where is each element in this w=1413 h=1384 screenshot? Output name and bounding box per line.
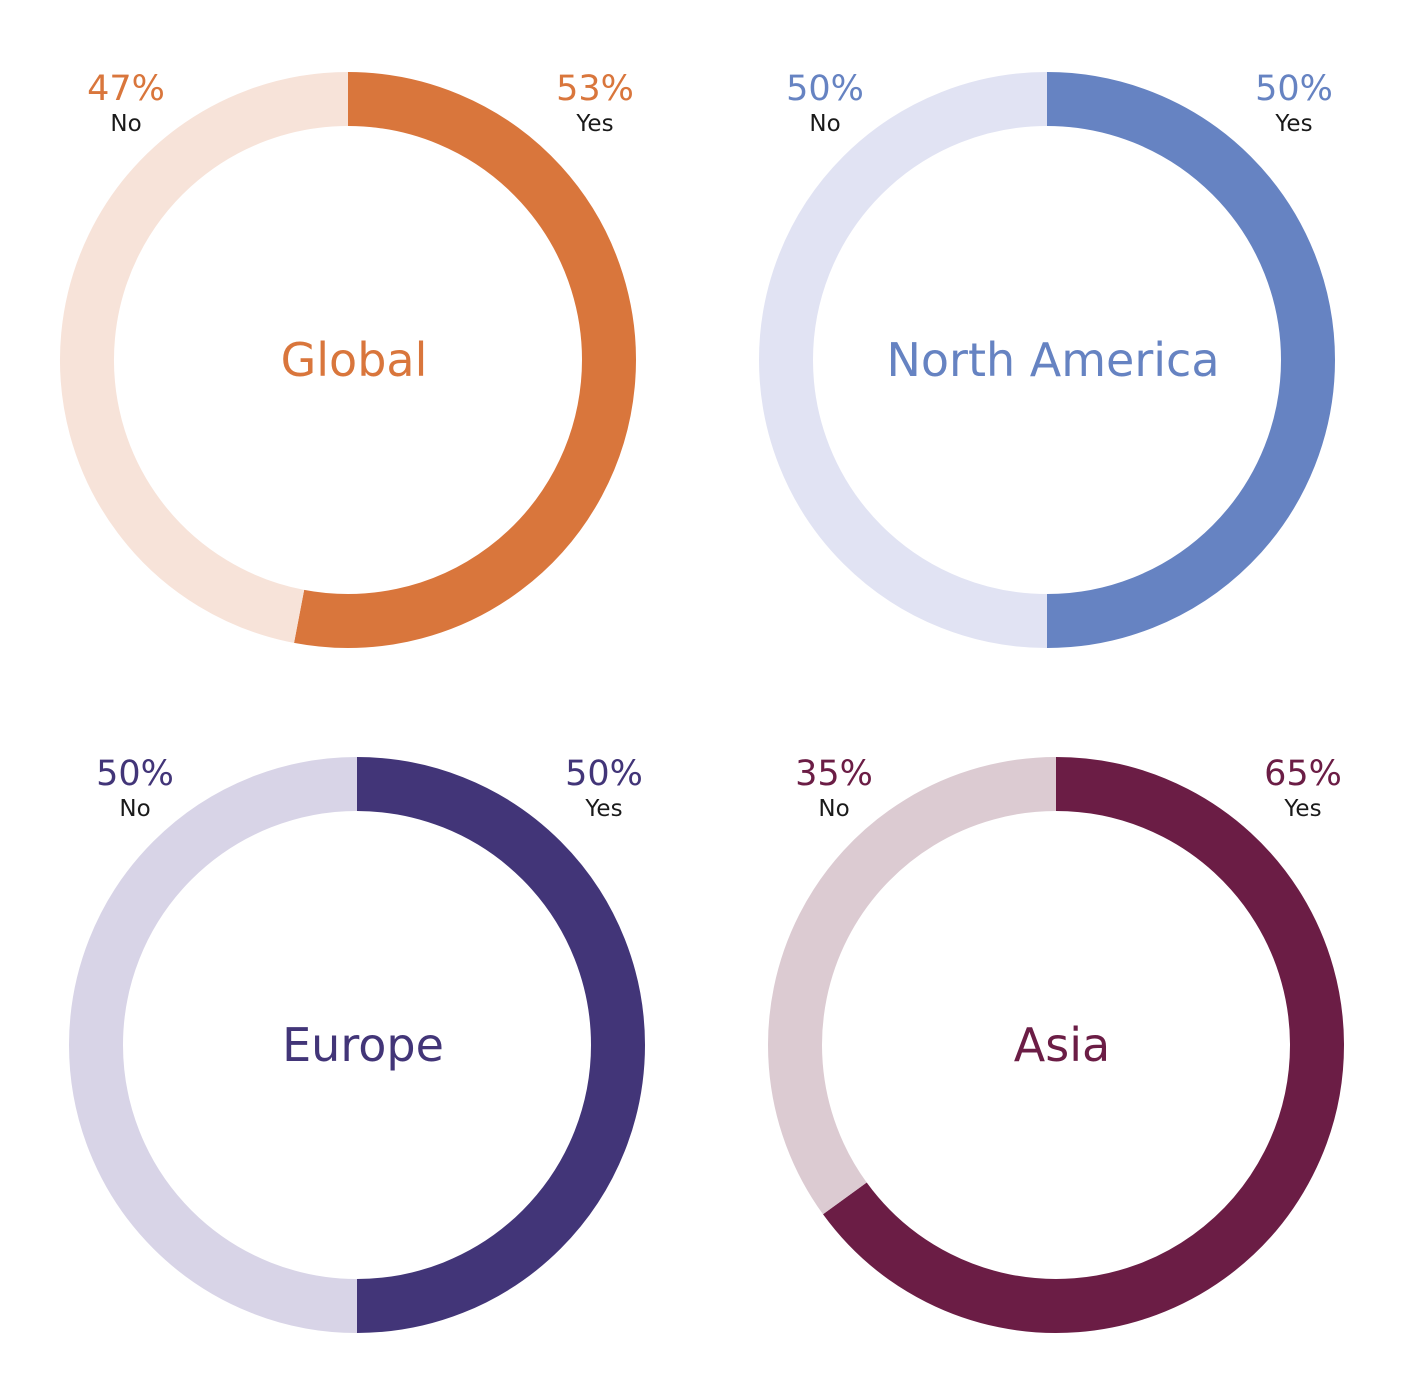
data-label-yes: 50% [565,754,643,794]
donut-slice-no [69,757,358,1333]
data-label-yes: 53% [556,69,634,109]
category-label-yes: Yes [1274,111,1312,137]
donut-chart-global: Global 53%Yes 47%No [59,69,636,648]
category-label-no: No [110,111,141,137]
data-label-yes: 50% [1255,69,1333,109]
donut-slice-yes [1046,72,1335,648]
category-label-no: No [818,796,849,822]
donut-slice-no [768,757,1057,1215]
category-label-no: No [119,796,150,822]
data-label-yes: 65% [1264,754,1342,794]
donut-slice-no [759,72,1048,648]
chart-title: Asia [1014,1018,1110,1072]
category-label-yes: Yes [1283,796,1321,822]
category-label-yes: Yes [584,796,622,822]
chart-title: Global [281,333,428,387]
data-label-no: 50% [786,69,864,109]
donut-slice-no [59,72,349,643]
donut-slice-yes [356,757,645,1333]
donut-slice-yes [294,72,636,648]
data-label-no: 50% [96,754,174,794]
data-label-no: 47% [87,69,165,109]
donut-chart-asia: Asia 65%Yes 35%No [768,754,1344,1333]
chart-title: Europe [282,1018,444,1072]
chart-title: North America [886,333,1219,387]
data-label-no: 35% [795,754,873,794]
donut-slice-yes [823,757,1344,1333]
category-label-yes: Yes [575,111,613,137]
category-label-no: No [809,111,840,137]
